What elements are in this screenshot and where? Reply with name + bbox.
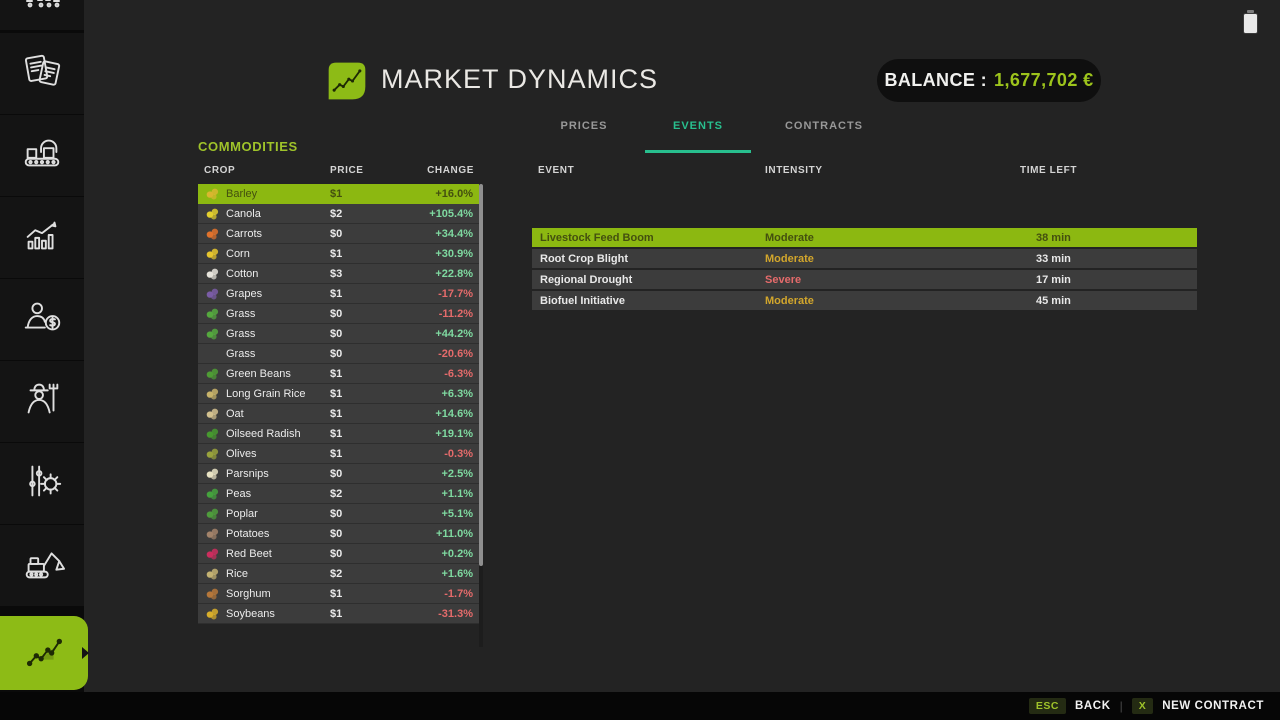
commodity-row[interactable]: Corn $1 +30.9%	[198, 244, 479, 264]
column-header-time-left: TIME LEFT	[1020, 165, 1078, 176]
balance-value: 1,677,702 €	[994, 70, 1094, 90]
sidebar-item-farmer[interactable]	[0, 361, 84, 442]
sidebar-item-statistics[interactable]	[0, 197, 84, 278]
crop-icon	[206, 248, 218, 260]
commodity-row[interactable]: Potatoes $0 +11.0%	[198, 524, 479, 544]
column-header-price: PRICE	[330, 165, 364, 176]
statistics-icon	[19, 212, 65, 263]
sidebar-item-settings[interactable]	[0, 443, 84, 524]
settings-icon	[19, 458, 65, 509]
event-row[interactable]: Regional Drought Severe 17 min	[532, 270, 1197, 289]
farmer-icon	[19, 376, 65, 427]
active-item-arrow-icon	[82, 647, 89, 659]
market-trend-icon	[21, 628, 67, 679]
crop-icon	[206, 488, 218, 500]
sidebar-item-construction[interactable]	[0, 525, 84, 606]
crop-icon	[206, 428, 218, 440]
commodity-row[interactable]: Cotton $3 +22.8%	[198, 264, 479, 284]
finances-icon	[19, 294, 65, 345]
commodity-row[interactable]: Rice $2 +1.6%	[198, 564, 479, 584]
commodity-row[interactable]: Oilseed Radish $1 +19.1%	[198, 424, 479, 444]
production-icon	[19, 130, 65, 181]
column-header-intensity: INTENSITY	[765, 165, 823, 176]
crop-icon	[206, 368, 218, 380]
tab-events[interactable]: EVENTS	[672, 120, 723, 132]
x-key-badge[interactable]: X	[1131, 698, 1154, 714]
commodity-row[interactable]: Parsnips $0 +2.5%	[198, 464, 479, 484]
market-leaf-icon	[328, 62, 366, 100]
commodities-list: Barley $1 +16.0% Canola $2 +105.4% Carro…	[198, 184, 479, 647]
commodity-row[interactable]: Carrots $0 +34.4%	[198, 224, 479, 244]
event-row[interactable]: Biofuel Initiative Moderate 45 min	[532, 291, 1197, 310]
crop-icon	[206, 608, 218, 620]
crop-icon	[206, 468, 218, 480]
commodity-row[interactable]: Long Grain Rice $1 +6.3%	[198, 384, 479, 404]
footer-bar: ESC BACK | X NEW CONTRACT	[0, 692, 1280, 720]
sidebar-item-production[interactable]	[0, 115, 84, 196]
event-row[interactable]: Livestock Feed Boom Moderate 38 min	[532, 228, 1197, 247]
sidebar-item-partial[interactable]	[0, 0, 84, 30]
page-title: MARKET DYNAMICS	[381, 64, 659, 94]
commodity-row[interactable]: Soybeans $1 -31.3%	[198, 604, 479, 624]
commodity-row[interactable]: Green Beans $1 -6.3%	[198, 364, 479, 384]
crop-icon	[206, 388, 218, 400]
balance-label: BALANCE :	[884, 70, 988, 90]
commodity-row[interactable]: Grass $0 -11.2%	[198, 304, 479, 324]
crop-icon	[206, 308, 218, 320]
sidebar	[0, 0, 88, 720]
crop-icon	[206, 188, 218, 200]
commodity-row[interactable]: Oat $1 +14.6%	[198, 404, 479, 424]
crop-icon	[206, 588, 218, 600]
crop-icon	[206, 208, 218, 220]
event-row[interactable]: Root Crop Blight Moderate 33 min	[532, 249, 1197, 268]
partial-vehicle-icon	[26, 0, 60, 8]
scrollbar-thumb[interactable]	[479, 184, 483, 566]
commodity-row[interactable]: Sorghum $1 -1.7%	[198, 584, 479, 604]
commodities-title: COMMODITIES	[198, 139, 298, 154]
active-tab-underline	[645, 150, 751, 153]
new-contract-button[interactable]: NEW CONTRACT	[1162, 700, 1264, 712]
column-header-event: EVENT	[538, 165, 575, 176]
commodities-scrollbar[interactable]	[479, 184, 483, 647]
crop-icon	[206, 228, 218, 240]
crop-icon	[206, 328, 218, 340]
commodity-row[interactable]: Canola $2 +105.4%	[198, 204, 479, 224]
documents-icon	[19, 48, 65, 99]
battery-icon	[1243, 10, 1258, 34]
tab-prices[interactable]: PRICES	[560, 120, 608, 132]
crop-icon	[206, 568, 218, 580]
esc-key-badge[interactable]: ESC	[1028, 698, 1066, 714]
commodity-row[interactable]: Peas $2 +1.1%	[198, 484, 479, 504]
crop-icon	[206, 288, 218, 300]
commodity-row[interactable]: Red Beet $0 +0.2%	[198, 544, 479, 564]
crop-icon	[206, 408, 218, 420]
crop-icon	[206, 268, 218, 280]
crop-icon	[206, 548, 218, 560]
commodity-row[interactable]: Barley $1 +16.0%	[198, 184, 479, 204]
balance-pill: BALANCE : 1,677,702 €	[877, 59, 1101, 102]
commodity-row[interactable]: Grass $0 +44.2%	[198, 324, 479, 344]
commodity-row[interactable]: Poplar $0 +5.1%	[198, 504, 479, 524]
column-header-crop: CROP	[204, 165, 236, 176]
construction-icon	[19, 540, 65, 591]
back-button[interactable]: BACK	[1074, 700, 1111, 712]
column-header-change: CHANGE	[427, 165, 474, 176]
crop-icon	[206, 448, 218, 460]
sidebar-item-market[interactable]	[0, 616, 88, 690]
crop-icon	[206, 508, 218, 520]
sidebar-item-documents[interactable]	[0, 33, 84, 114]
commodity-row[interactable]: Grass $0 -20.6%	[198, 344, 479, 364]
footer-divider: |	[1119, 699, 1123, 713]
crop-icon	[206, 528, 218, 540]
events-list: Livestock Feed Boom Moderate 38 min Root…	[532, 228, 1197, 312]
tab-contracts[interactable]: CONTRACTS	[784, 120, 864, 132]
commodity-row[interactable]: Olives $1 -0.3%	[198, 444, 479, 464]
commodity-row[interactable]: Grapes $1 -17.7%	[198, 284, 479, 304]
sidebar-item-finances[interactable]	[0, 279, 84, 360]
